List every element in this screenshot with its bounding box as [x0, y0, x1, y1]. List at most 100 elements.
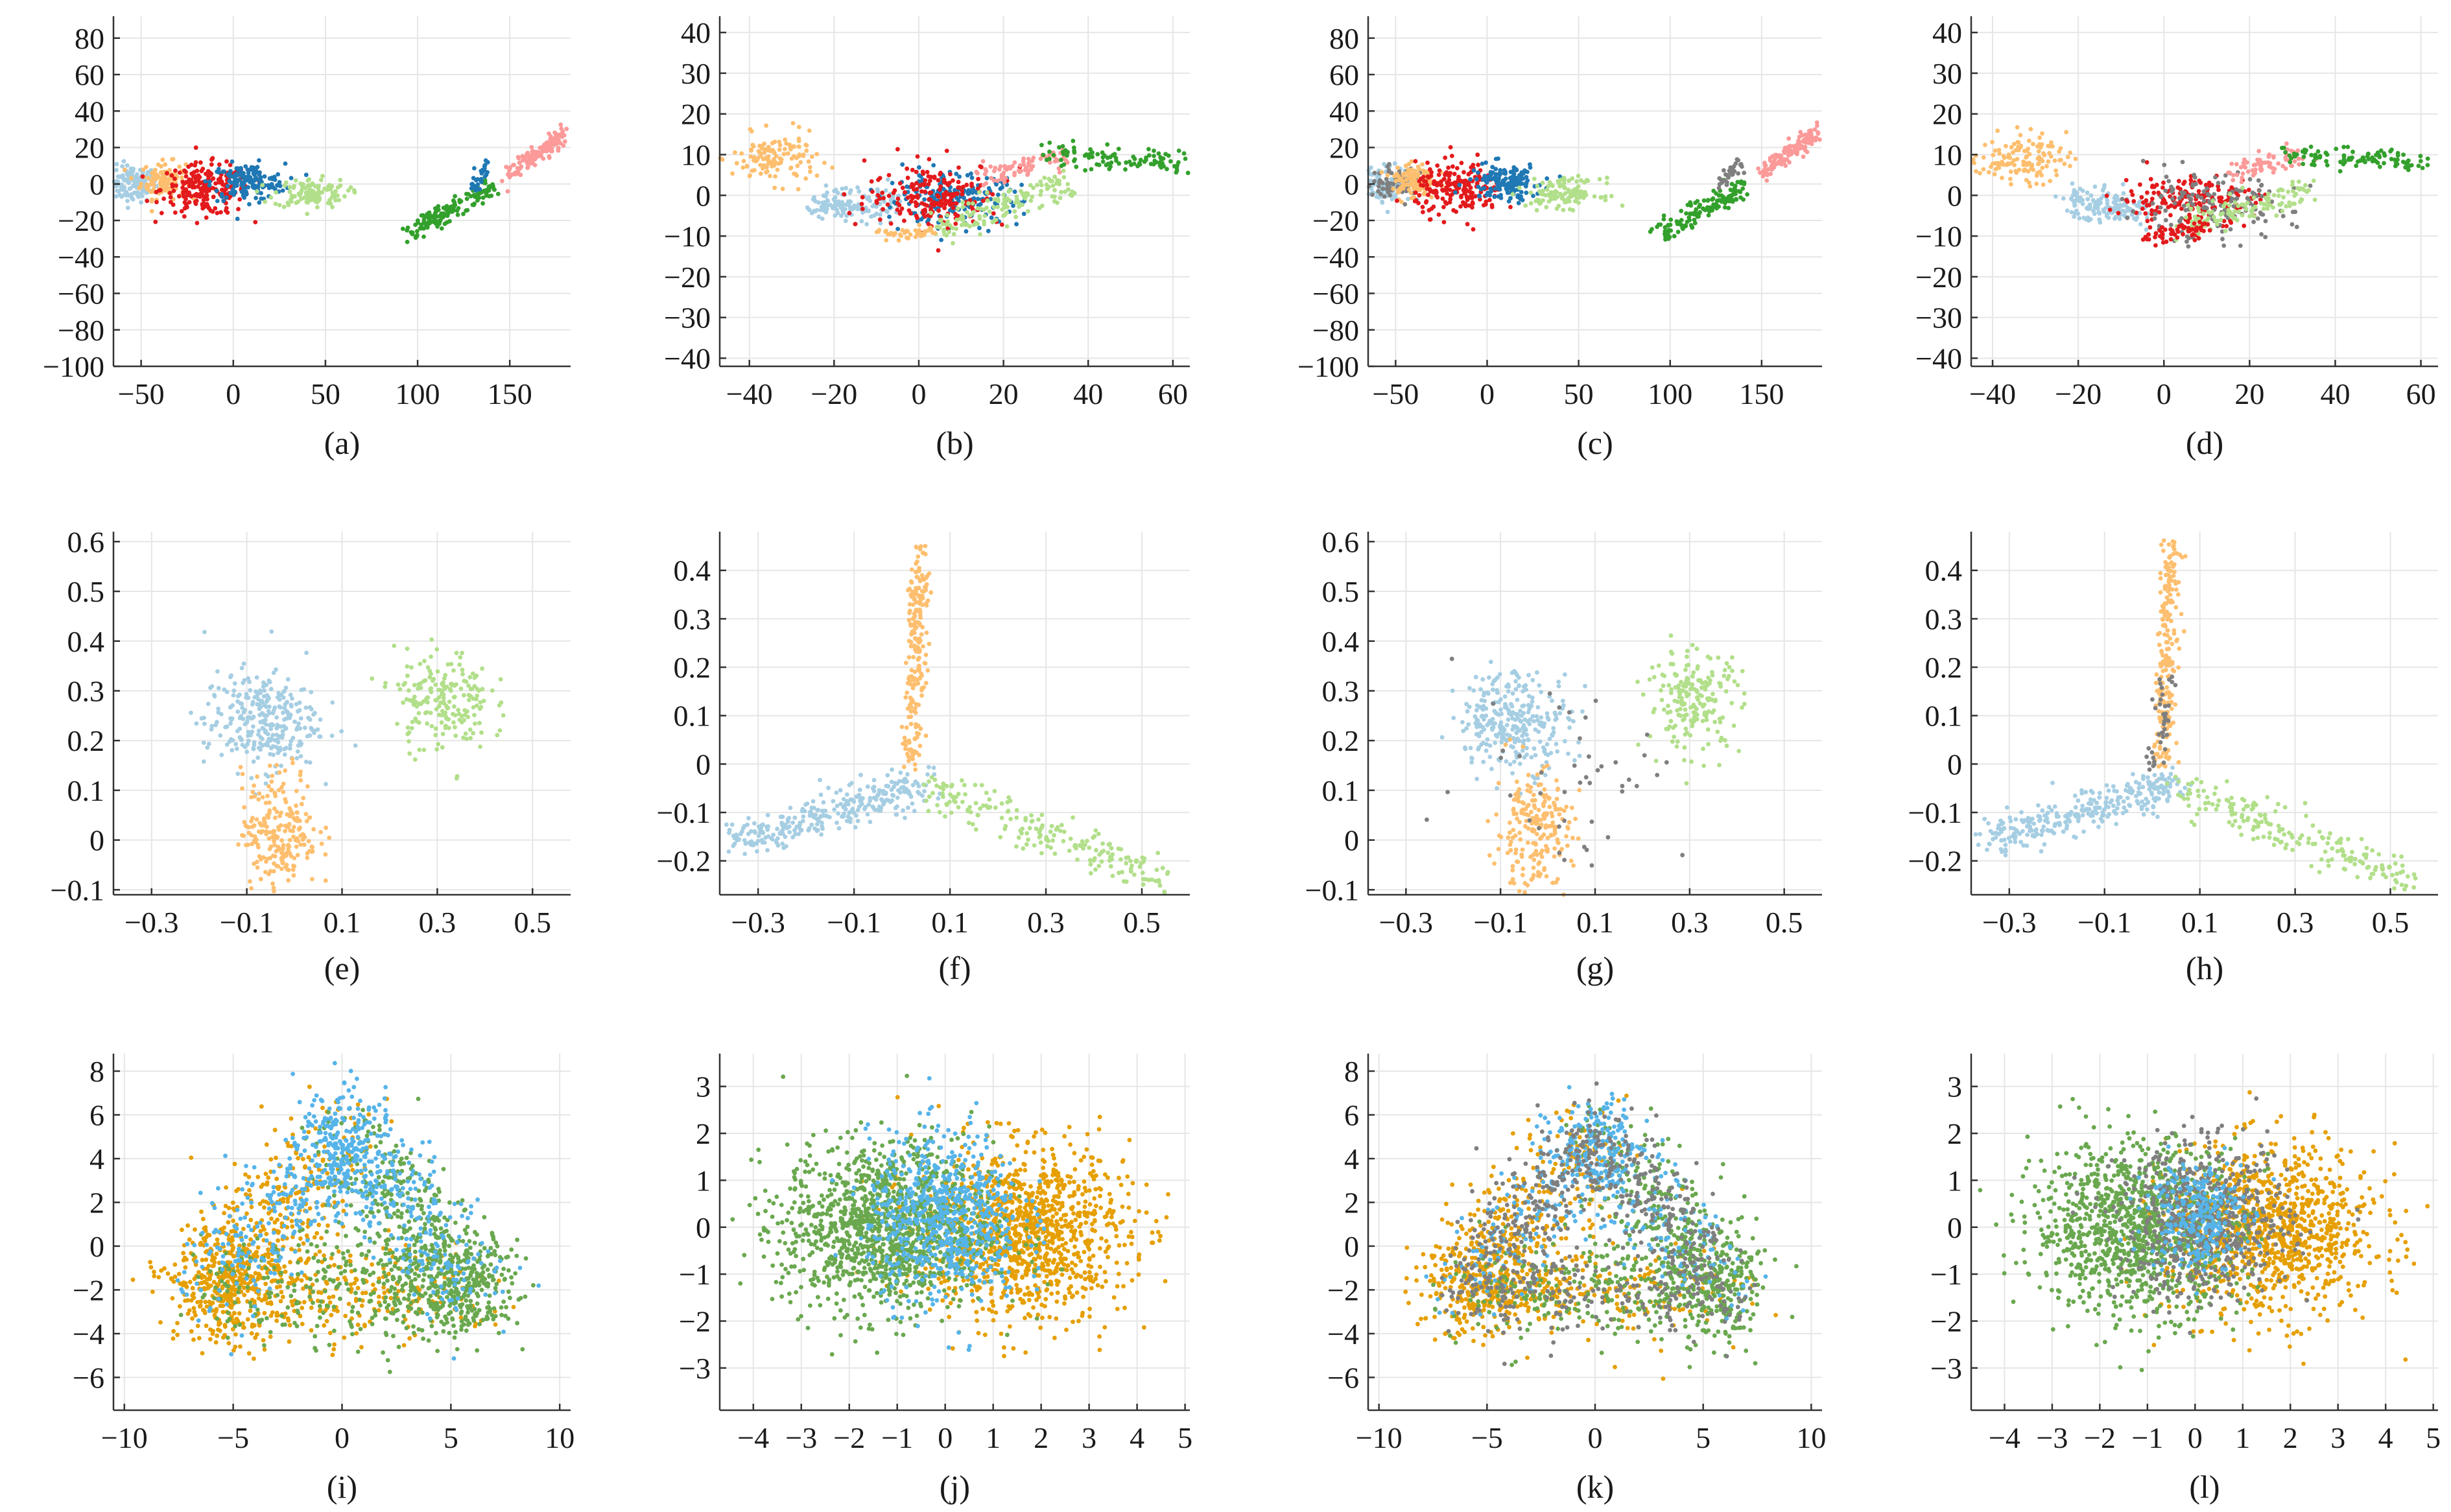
data-point	[169, 173, 174, 178]
data-point	[881, 196, 886, 200]
data-point	[171, 189, 176, 193]
data-point	[1477, 194, 1482, 199]
data-point	[2175, 230, 2181, 234]
panel-caption: (b)	[936, 425, 973, 461]
data-point	[2085, 190, 2090, 195]
data-point	[309, 690, 314, 694]
data-point	[279, 785, 284, 790]
data-point	[978, 232, 982, 237]
data-point	[246, 171, 251, 176]
data-point	[1413, 159, 1418, 164]
data-point	[171, 157, 176, 161]
data-point	[840, 200, 845, 205]
data-point	[2242, 157, 2247, 162]
data-point	[2311, 159, 2316, 164]
data-point	[539, 147, 545, 152]
data-point	[1989, 164, 1993, 169]
data-point	[1777, 159, 1782, 164]
data-point	[2129, 189, 2134, 194]
data-point	[311, 712, 316, 717]
data-point	[2034, 173, 2039, 178]
data-point	[209, 162, 214, 167]
data-point	[296, 191, 302, 196]
data-point	[853, 222, 858, 226]
data-point	[2280, 213, 2286, 219]
data-point	[1703, 207, 1708, 213]
data-point	[948, 198, 953, 203]
data-point	[277, 697, 282, 702]
data-point	[788, 147, 793, 152]
data-point	[1774, 152, 1779, 158]
data-point	[200, 167, 206, 171]
data-point	[266, 836, 272, 841]
data-point	[2011, 150, 2015, 155]
data-point	[247, 202, 252, 207]
data-point	[1398, 185, 1403, 191]
data-point	[848, 188, 853, 193]
data-point	[257, 854, 262, 859]
scatter-points	[1971, 124, 2430, 249]
data-point	[2236, 209, 2242, 214]
data-point	[252, 742, 257, 748]
data-point	[2190, 182, 2196, 187]
data-point	[2191, 231, 2196, 237]
data-point	[2312, 197, 2317, 202]
data-point	[255, 189, 259, 194]
data-point	[1029, 165, 1034, 170]
y-tick-label: −20	[1915, 261, 1962, 294]
data-point	[1061, 152, 1066, 157]
data-point	[1497, 187, 1502, 192]
data-point	[1574, 179, 1580, 184]
data-point	[163, 182, 169, 187]
data-point	[764, 170, 768, 175]
data-point	[1185, 171, 1190, 176]
data-point	[2162, 162, 2167, 167]
data-point	[316, 193, 321, 198]
data-point	[1603, 194, 1608, 199]
data-point	[302, 726, 307, 730]
data-point	[1039, 143, 1044, 148]
data-point	[114, 168, 119, 172]
y-tick-label: −10	[1915, 220, 1962, 253]
data-point	[2192, 238, 2197, 242]
data-point	[1489, 202, 1495, 207]
data-point	[1116, 147, 1121, 152]
data-point	[2034, 182, 2039, 186]
data-point	[1415, 164, 1421, 169]
data-point	[1028, 183, 1033, 187]
data-point	[2212, 192, 2217, 196]
data-point	[1447, 187, 1452, 193]
data-point	[266, 784, 271, 789]
data-point	[2256, 148, 2262, 154]
data-point	[844, 202, 849, 207]
data-point	[154, 200, 159, 205]
data-point	[783, 147, 787, 152]
data-point	[270, 733, 276, 738]
data-point	[1052, 187, 1057, 193]
data-point	[2216, 180, 2221, 185]
data-point	[475, 182, 480, 187]
data-point	[477, 187, 482, 192]
data-point	[286, 868, 291, 873]
data-point	[790, 121, 796, 126]
data-point	[1425, 160, 1430, 165]
data-point	[1443, 155, 1448, 160]
data-point	[548, 137, 553, 142]
data-point	[938, 184, 943, 189]
data-point	[775, 167, 780, 172]
data-point	[764, 123, 768, 128]
data-point	[734, 161, 739, 166]
data-point	[153, 167, 158, 172]
data-point	[895, 196, 901, 201]
data-point	[207, 180, 212, 184]
data-point	[228, 674, 233, 679]
data-point	[1719, 193, 1724, 198]
data-point	[2270, 166, 2275, 171]
data-point	[2164, 218, 2168, 222]
data-point	[240, 772, 245, 777]
data-point	[1026, 156, 1031, 161]
data-point	[224, 159, 229, 164]
data-point	[884, 238, 889, 242]
data-point	[307, 733, 313, 738]
